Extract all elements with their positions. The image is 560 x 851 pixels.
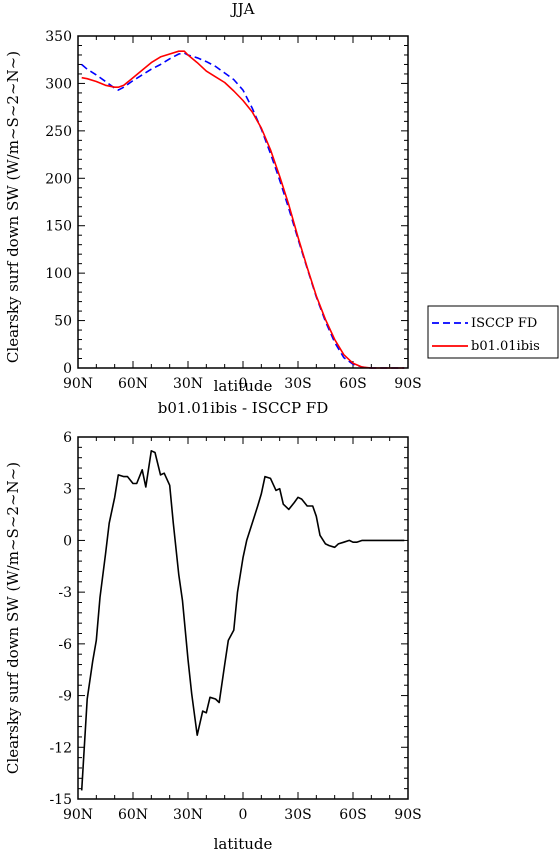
bottom-y-tick-label: 0 — [63, 533, 72, 549]
bottom-x-tick-label: 0 — [239, 807, 248, 823]
top-x-tick-label: 60N — [118, 376, 148, 392]
top-y-tick-label: 350 — [45, 29, 72, 45]
bottom-panel: b01.01ibis - ISCCP FD Clearsky surf down… — [4, 399, 422, 851]
bottom-chart-title: b01.01ibis - ISCCP FD — [158, 399, 329, 417]
top-x-tick-label: 60S — [339, 376, 366, 392]
top-x-tick-label: 0 — [239, 376, 248, 392]
top-y-tick-label: 0 — [63, 361, 72, 377]
bottom-y-tick-label: -6 — [58, 637, 72, 653]
legend-label-b01: b01.01ibis — [471, 339, 540, 354]
bottom-y-tick-label: -9 — [58, 689, 72, 705]
top-panel: JJA Clearsky surf down SW (W/m~S~2~N~) l… — [4, 0, 559, 395]
top-plot-frame — [77, 35, 409, 369]
top-y-tick-label: 200 — [45, 171, 72, 187]
bottom-x-tick-label: 30N — [173, 807, 203, 823]
top-y-tick-label: 250 — [45, 124, 72, 140]
top-y-tick-label: 100 — [45, 266, 72, 282]
top-y-axis-label: Clearsky surf down SW (W/m~S~2~N~) — [4, 51, 22, 363]
bottom-y-axis-label: Clearsky surf down SW (W/m~S~2~N~) — [4, 462, 22, 774]
legend-box — [427, 305, 559, 359]
top-series-line-1 — [81, 50, 405, 369]
top-y-tick-label: 300 — [45, 76, 72, 92]
top-x-tick-label: 30N — [173, 376, 203, 392]
top-y-tick-label: 150 — [45, 219, 72, 235]
top-chart-title: JJA — [230, 0, 255, 18]
bottom-y-tick-label: 6 — [63, 430, 72, 446]
bottom-x-tick-label: 60S — [339, 807, 366, 823]
legend-label-isccp: ISCCP FD — [471, 316, 537, 331]
top-x-tick-label: 30S — [284, 376, 311, 392]
bottom-x-tick-label: 90N — [63, 807, 93, 823]
top-x-tick-label: 90S — [394, 376, 421, 392]
top-x-axis-label: latitude — [214, 377, 273, 395]
top-x-tick-label: 90N — [63, 376, 93, 392]
bottom-y-tick-label: 3 — [63, 482, 72, 498]
bottom-x-axis-label: latitude — [214, 835, 273, 851]
top-series-line-0 — [81, 52, 405, 369]
top-y-tick-label: 50 — [54, 314, 72, 330]
bottom-y-tick-label: -12 — [49, 740, 72, 756]
bottom-y-tick-label: -15 — [49, 792, 72, 808]
bottom-y-tick-label: -3 — [58, 585, 72, 601]
bottom-x-tick-label: 30S — [284, 807, 311, 823]
bottom-series-line-0 — [80, 449, 405, 791]
bottom-plot-frame — [77, 436, 409, 800]
bottom-x-tick-label: 90S — [394, 807, 421, 823]
top-legend: ISCCP FD b01.01ibis — [427, 305, 559, 359]
bottom-x-tick-label: 60N — [118, 807, 148, 823]
